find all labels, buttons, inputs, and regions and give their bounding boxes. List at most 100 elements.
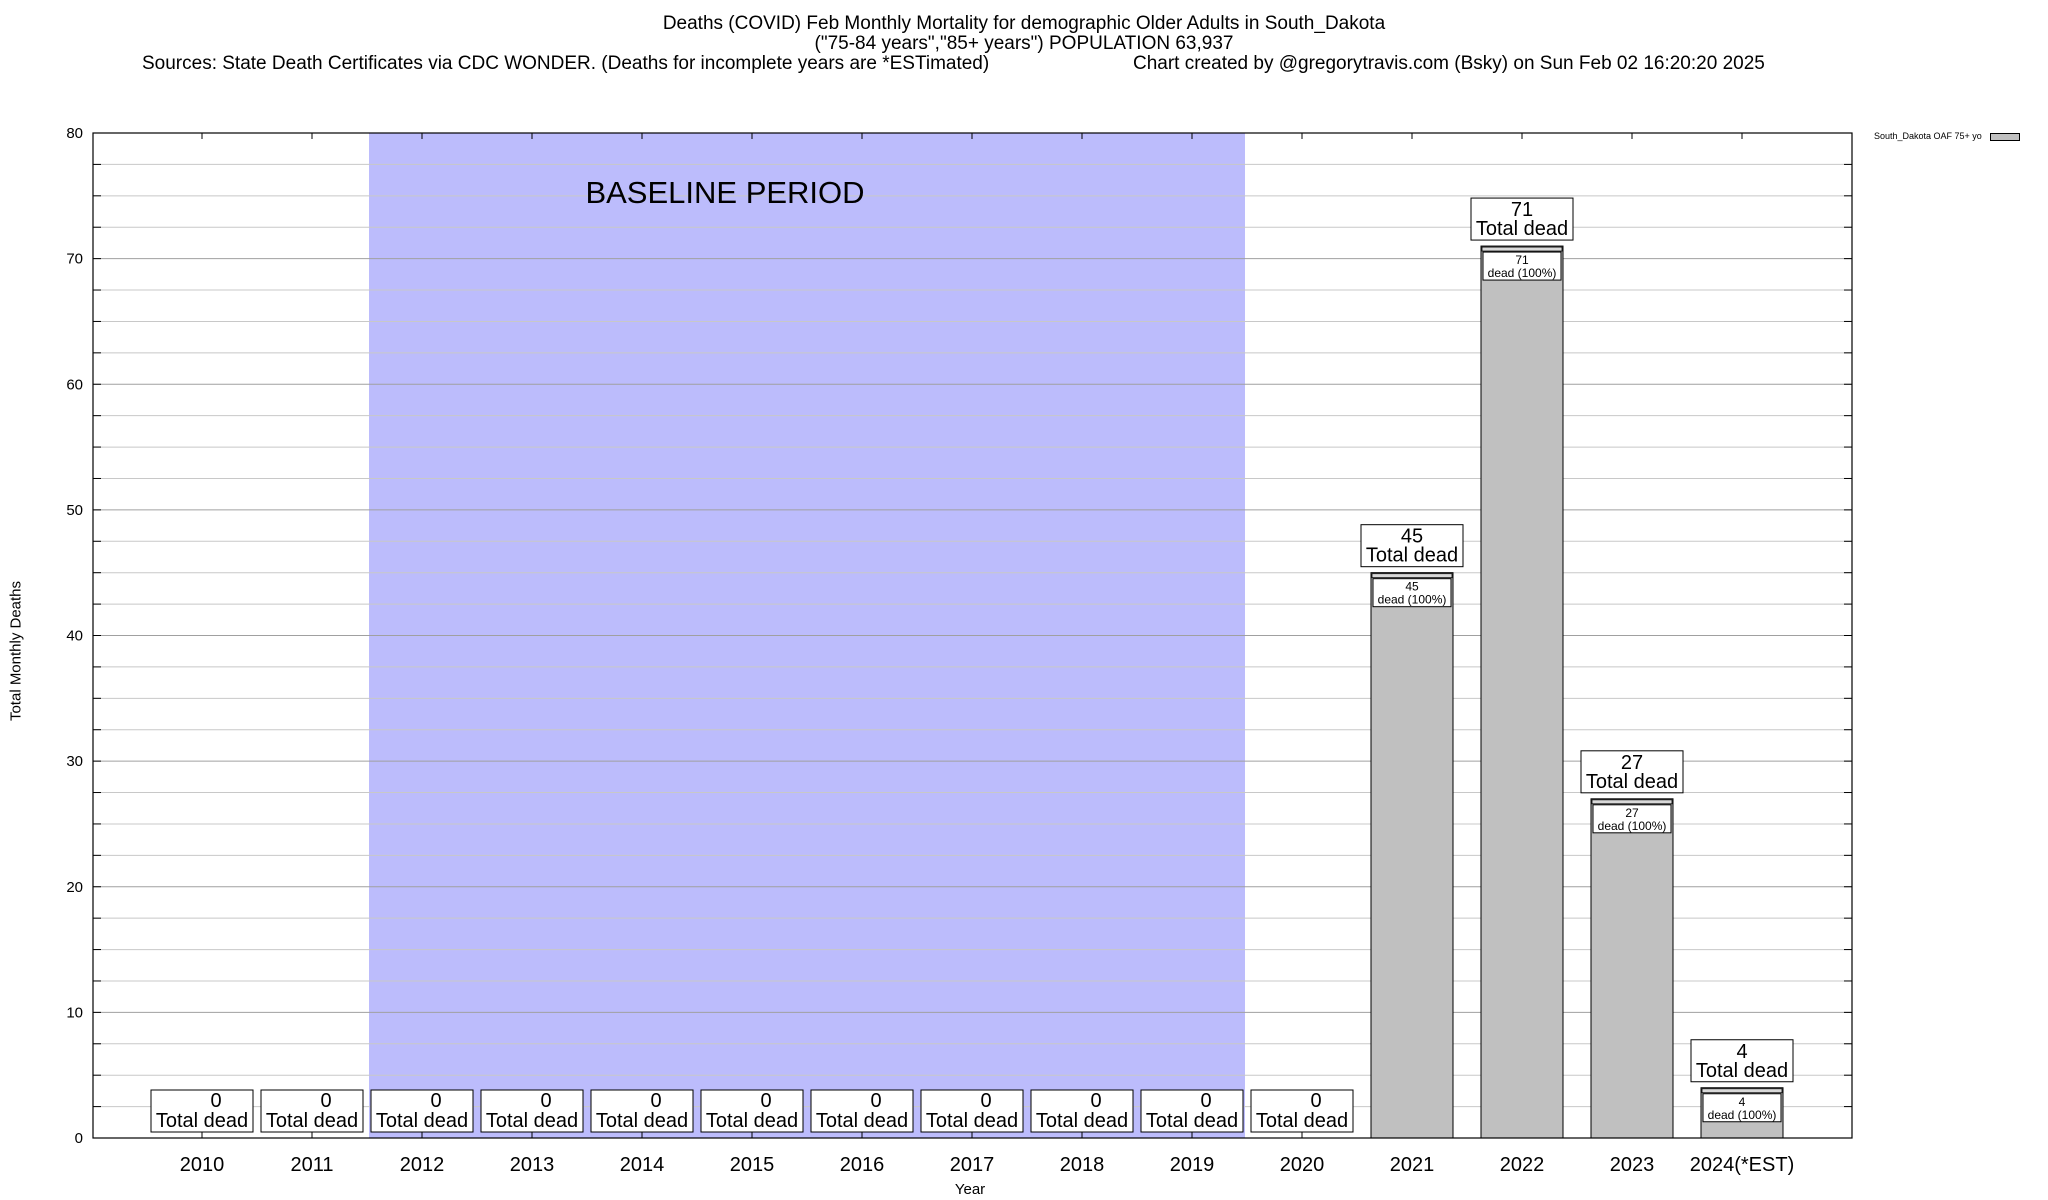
total-value-label: 0 [210, 1090, 221, 1112]
total-value-label: 0 [1090, 1090, 1101, 1112]
segment-label: dead (100%) [1708, 1108, 1777, 1122]
total-label-box [1690, 1039, 1794, 1083]
x-axis-label: Year [954, 1181, 986, 1198]
total-label-box [1360, 524, 1464, 568]
chart-subtitle: ("75-84 years","85+ years") POPULATION 6… [814, 33, 1234, 54]
total-label: Total dead [1476, 218, 1568, 240]
segment-label-box [1702, 1093, 1782, 1123]
total-value-label: 0 [1310, 1090, 1321, 1112]
total-value-label: 0 [430, 1090, 441, 1112]
total-label-box [480, 1089, 584, 1133]
total-label: Total dead [1256, 1110, 1348, 1132]
chart-title: Deaths (COVID) Feb Monthly Mortality for… [662, 13, 1386, 34]
total-value-label: 71 [1511, 199, 1533, 221]
total-label: Total dead [596, 1110, 688, 1132]
total-value-label: 45 [1401, 526, 1423, 548]
total-label: Total dead [1586, 771, 1678, 793]
y-tick-label: 0 [75, 1130, 83, 1147]
total-label: Total dead [926, 1110, 1018, 1132]
segment-label-box [1372, 578, 1452, 608]
y-tick-label: 60 [66, 376, 83, 393]
y-axis-label: Total Monthly Deaths [7, 580, 25, 722]
legend-label: South_Dakota OAF 75+ yo [1874, 131, 1982, 141]
total-label-box [1250, 1089, 1354, 1133]
total-value-label: 0 [980, 1090, 991, 1112]
bar [1480, 245, 1564, 1139]
total-label-box [260, 1089, 364, 1133]
y-tick-label: 70 [66, 251, 83, 268]
x-tick-label: 2022 [1500, 1154, 1545, 1176]
total-label-box [590, 1089, 694, 1133]
total-label-box [1580, 750, 1684, 794]
bar [1370, 572, 1454, 1139]
segment-label-box [1482, 251, 1562, 281]
y-tick-label: 10 [66, 1004, 83, 1021]
total-value-label: 0 [870, 1090, 881, 1112]
bar [1590, 798, 1674, 1139]
sources-note: Sources: State Death Certificates via CD… [142, 53, 990, 74]
total-label: Total dead [1696, 1060, 1788, 1082]
plot-frame [92, 132, 1853, 1139]
x-tick-label: 2017 [950, 1154, 995, 1176]
y-tick-label: 30 [66, 753, 83, 770]
legend-swatch [1989, 132, 2020, 141]
total-label: Total dead [486, 1110, 578, 1132]
credit-note: Chart created by @gregorytravis.com (Bsk… [1133, 53, 1765, 74]
x-tick-label: 2016 [840, 1154, 885, 1176]
y-tick-label: 40 [66, 628, 83, 645]
x-tick-label: 2014 [620, 1154, 665, 1176]
total-label-box [810, 1089, 914, 1133]
total-label: Total dead [1366, 545, 1458, 567]
segment-value-label: 71 [1515, 253, 1529, 267]
x-tick-label: 2021 [1390, 1154, 1435, 1176]
x-tick-label: 2011 [290, 1154, 333, 1176]
y-tick-label: 50 [66, 502, 83, 519]
total-label: Total dead [156, 1110, 248, 1132]
total-value-label: 0 [320, 1090, 331, 1112]
x-tick-label: 2015 [730, 1154, 775, 1176]
total-label: Total dead [1146, 1110, 1238, 1132]
baseline-label: BASELINE PERIOD [585, 175, 864, 210]
total-value-label: 0 [650, 1090, 661, 1112]
segment-label: dead (100%) [1378, 593, 1447, 607]
total-label-box [700, 1089, 804, 1133]
total-label: Total dead [706, 1110, 798, 1132]
y-tick-label: 20 [66, 879, 83, 896]
total-label-box [1140, 1089, 1244, 1133]
total-label-box [1030, 1089, 1134, 1133]
total-value-label: 0 [540, 1090, 551, 1112]
legend: South_Dakota OAF 75+ yo [1874, 130, 2020, 142]
total-value-label: 4 [1736, 1041, 1747, 1063]
total-label: Total dead [266, 1110, 358, 1132]
x-tick-label: 2013 [510, 1154, 555, 1176]
x-tick-label: 2019 [1170, 1154, 1215, 1176]
bar-segment [1371, 573, 1453, 579]
x-tick-label: 2023 [1610, 1154, 1655, 1176]
total-label-box [1470, 197, 1574, 241]
total-label-box [150, 1089, 254, 1133]
x-tick-label: 2012 [400, 1154, 445, 1176]
segment-label: dead (100%) [1488, 266, 1557, 280]
x-tick-label: 2024(*EST) [1690, 1154, 1795, 1176]
bar-segment [1481, 246, 1563, 252]
x-tick-label: 2020 [1280, 1154, 1325, 1176]
segment-value-label: 4 [1739, 1095, 1746, 1109]
total-label: Total dead [376, 1110, 468, 1132]
total-label-box [370, 1089, 474, 1133]
y-tick-label: 80 [66, 125, 83, 142]
total-label: Total dead [1036, 1110, 1128, 1132]
total-value-label: 27 [1621, 752, 1643, 774]
total-label-box [920, 1089, 1024, 1133]
segment-label: dead (100%) [1598, 819, 1667, 833]
x-tick-label: 2010 [180, 1154, 225, 1176]
segment-label-box [1592, 804, 1672, 834]
total-label: Total dead [816, 1110, 908, 1132]
x-tick-label: 2018 [1060, 1154, 1105, 1176]
segment-value-label: 45 [1405, 580, 1419, 594]
bar-segment [1701, 1088, 1783, 1094]
total-value-label: 0 [1200, 1090, 1211, 1112]
segment-value-label: 27 [1625, 806, 1639, 820]
total-value-label: 0 [760, 1090, 771, 1112]
bar-segment [1591, 799, 1673, 805]
